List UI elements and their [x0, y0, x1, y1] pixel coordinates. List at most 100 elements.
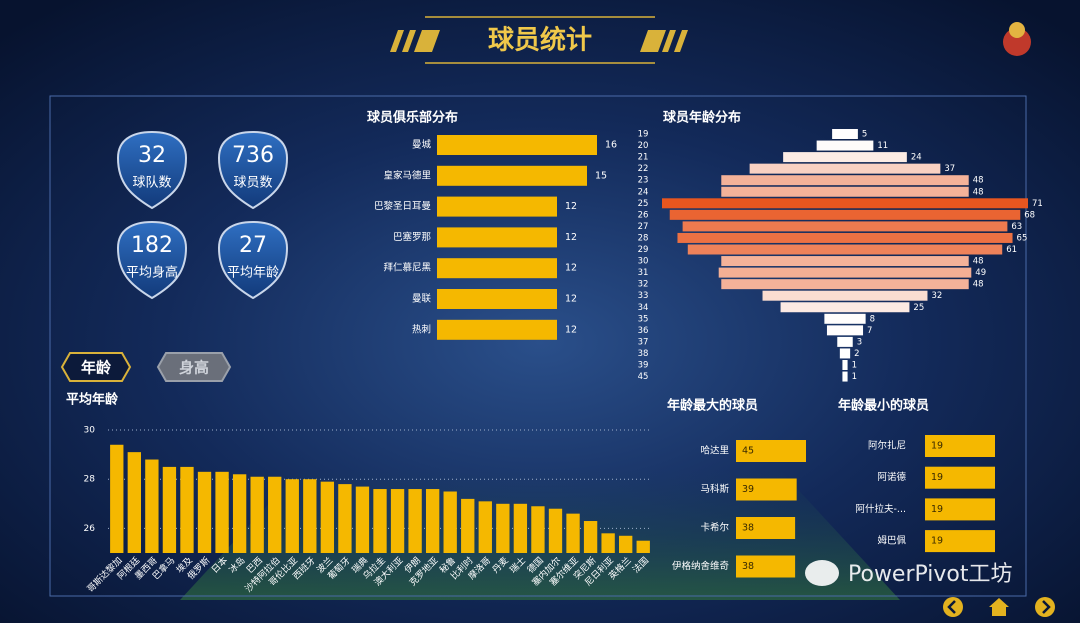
bar: [662, 198, 1028, 209]
bar: [583, 521, 598, 553]
bar: [619, 535, 633, 553]
bar: [437, 289, 557, 309]
nav-home[interactable]: [989, 598, 1009, 616]
bar: [925, 435, 995, 457]
bar: [780, 302, 910, 313]
nav-buttons: [943, 597, 1055, 617]
chart-title: 球员年龄分布: [663, 110, 741, 126]
data-label: 48: [973, 280, 984, 290]
y-tick-label: 36: [638, 326, 649, 336]
header-decor: [390, 16, 1031, 64]
y-tick-label: 马科斯: [700, 483, 729, 495]
data-label: 16: [605, 140, 617, 151]
bar: [687, 244, 1003, 255]
kpi-label: 球队数: [132, 176, 171, 191]
bar: [925, 530, 995, 553]
tab-label[interactable]: 年龄: [81, 359, 112, 377]
bar: [437, 319, 557, 340]
bar: [338, 484, 352, 553]
bar: [762, 290, 928, 301]
y-tick-label: 拜仁慕尼黑: [383, 262, 431, 274]
y-tick-label: 45: [638, 372, 649, 382]
data-label: 32: [931, 291, 942, 301]
y-tick-label: 热刺: [412, 323, 431, 335]
data-label: 11: [877, 141, 888, 151]
bar: [925, 466, 995, 489]
y-tick-label: 37: [638, 337, 649, 347]
nav-prev-icon: [947, 600, 956, 614]
data-label: 49: [975, 268, 986, 278]
kpi-value: 182: [131, 233, 173, 258]
bar: [127, 452, 141, 553]
tab-age[interactable]: 年龄: [60, 352, 132, 382]
bar: [285, 479, 299, 553]
bar: [437, 135, 597, 155]
y-tick-label: 29: [638, 245, 649, 255]
bar: [268, 476, 282, 553]
y-tick-label: 28: [84, 475, 96, 485]
bar: [736, 478, 797, 501]
y-tick-label: 38: [638, 349, 649, 359]
kpi-shield: [116, 130, 188, 210]
bar: [355, 486, 370, 553]
tab-label[interactable]: 身高: [179, 359, 209, 377]
y-tick-label: 25: [638, 199, 649, 209]
data-label: 12: [565, 324, 577, 335]
bar: [548, 508, 563, 553]
bar: [110, 444, 124, 553]
tab-height[interactable]: 身高: [156, 352, 232, 382]
bar: [250, 476, 264, 553]
kpi-value: 27: [239, 233, 267, 258]
y-tick-label: 阿什拉夫-...: [856, 503, 907, 515]
y-tick-label: 24: [638, 187, 649, 197]
y-tick-label: 30: [84, 426, 96, 436]
data-label: 19: [931, 441, 943, 452]
data-label: 12: [565, 263, 577, 274]
data-label: 12: [565, 201, 577, 212]
page-title: 球员统计: [488, 25, 592, 56]
bar: [531, 506, 545, 553]
watermark-text: PowerPivot工坊: [848, 562, 1013, 587]
bar: [320, 481, 335, 553]
data-label: 8: [870, 314, 875, 324]
bar: [721, 256, 969, 267]
bar: [842, 371, 848, 382]
y-tick-label: 19: [638, 130, 649, 140]
data-label: 12: [565, 294, 577, 305]
nav-next[interactable]: [1035, 597, 1055, 617]
y-tick-label: 曼联: [412, 294, 432, 305]
y-tick-label: 巴塞罗那: [393, 231, 432, 243]
data-label: 3: [857, 337, 862, 347]
bar: [736, 555, 796, 578]
y-tick-label: 28: [638, 233, 649, 243]
bar: [669, 209, 1021, 220]
panel-border: [49, 95, 1027, 597]
bar: [437, 258, 557, 279]
y-tick-label: 卡希尔: [700, 522, 729, 534]
kpi-label: 球员数: [233, 176, 272, 191]
y-tick-label: 姆巴佩: [877, 535, 906, 547]
data-label: 38: [742, 561, 754, 572]
y-tick-label: 26: [84, 524, 96, 534]
bar: [180, 466, 194, 553]
kpi-label: 平均年龄: [227, 266, 279, 281]
bar: [437, 165, 587, 186]
y-tick-label: 阿诺德: [877, 471, 906, 483]
bar: [721, 186, 969, 197]
data-label: 48: [973, 187, 984, 197]
y-tick-label: 31: [638, 268, 649, 278]
y-tick-label: 曼城: [412, 140, 432, 151]
bar: [513, 503, 528, 553]
y-tick-label: 阿尔扎尼: [868, 440, 906, 452]
data-label: 37: [944, 164, 955, 174]
y-tick-label: 皇家马德里: [383, 169, 431, 181]
bar: [437, 227, 557, 248]
nav-prev[interactable]: [943, 597, 963, 617]
kpi-shield: [217, 130, 289, 210]
y-tick-label: 20: [638, 141, 649, 151]
data-label: 19: [931, 536, 943, 547]
y-tick-label: 39: [638, 361, 649, 371]
y-tick-label: 32: [638, 280, 649, 290]
data-label: 68: [1024, 210, 1035, 220]
bar: [749, 163, 941, 174]
